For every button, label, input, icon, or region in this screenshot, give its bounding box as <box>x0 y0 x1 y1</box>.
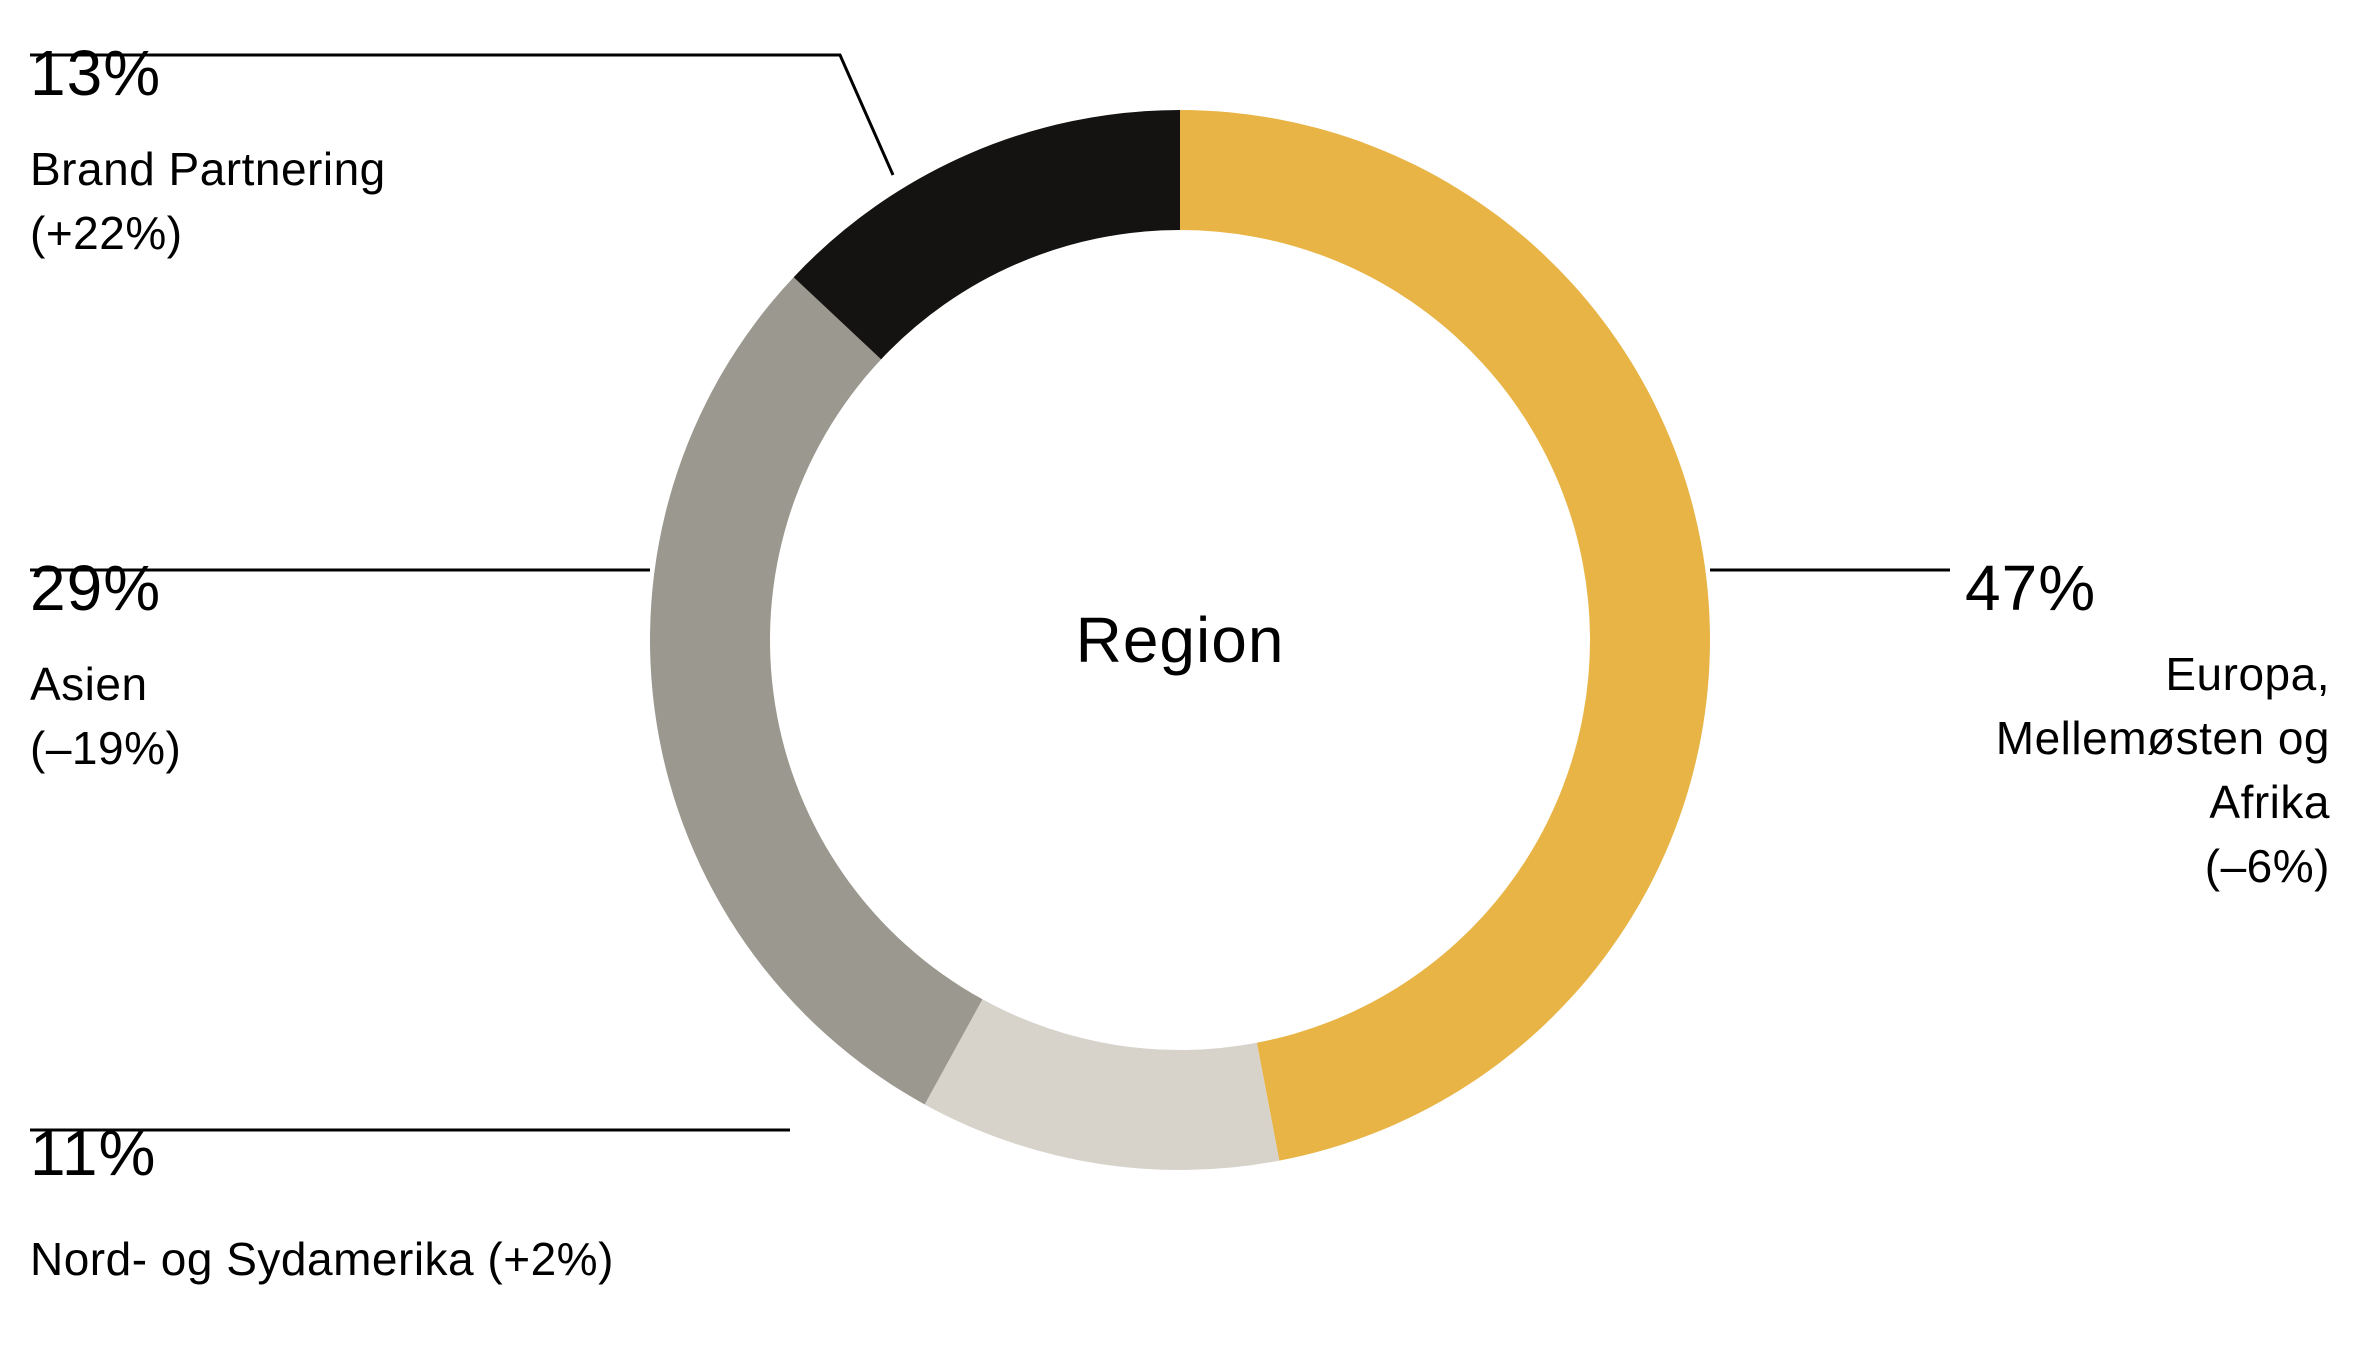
slice-label-asia-line1: (–19%) <box>30 722 181 774</box>
percent-label-asia: 29% <box>30 552 161 624</box>
slice-label-brand-line1: (+22%) <box>30 207 183 259</box>
percent-label-emea: 47% <box>1965 552 2096 624</box>
slice-label-brand-line0: Brand Partnering <box>30 143 386 195</box>
slice-label-emea-line1: Mellemøsten og <box>1996 712 2330 764</box>
slice-label-emea-line2: Afrika <box>2209 776 2330 828</box>
percent-label-americas: 11% <box>30 1117 156 1189</box>
slice-label-americas-line0: Nord- og Sydamerika (+2%) <box>30 1233 614 1285</box>
percent-label-brand: 13% <box>30 37 161 109</box>
chart-center-title: Region <box>1076 604 1285 676</box>
slice-label-emea-line3: (–6%) <box>2205 840 2330 892</box>
region-donut-chart: Region 47% Europa, Mellemøsten og Afrika (–6%… <box>0 0 2359 1354</box>
slice-label-asia-line0: Asien <box>30 658 148 710</box>
slice-label-emea-line0: Europa, <box>2165 648 2330 700</box>
